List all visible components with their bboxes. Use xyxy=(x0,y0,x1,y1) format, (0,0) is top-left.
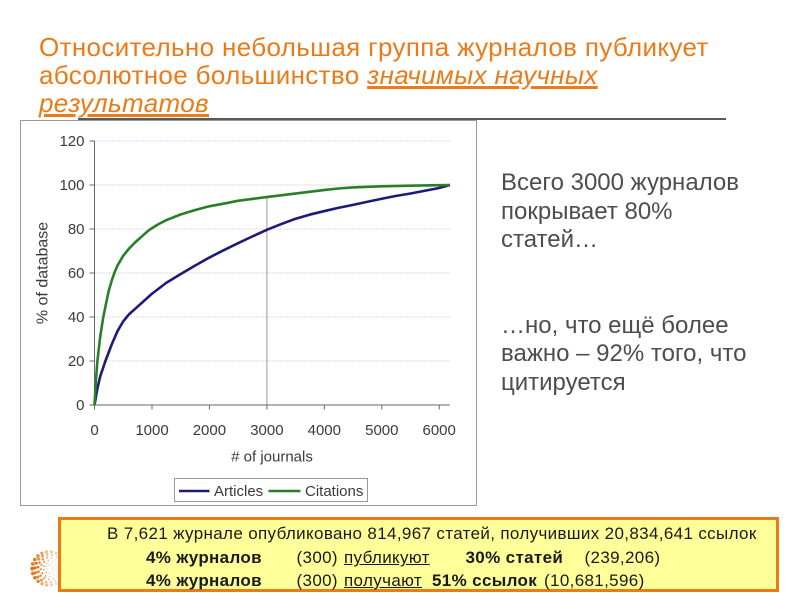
svg-text:120: 120 xyxy=(59,133,84,150)
svg-text:80: 80 xyxy=(67,221,84,238)
svg-text:0: 0 xyxy=(76,397,84,414)
svg-text:3000: 3000 xyxy=(250,422,283,439)
svg-text:1000: 1000 xyxy=(135,422,168,439)
svg-text:Articles: Articles xyxy=(214,483,263,500)
svg-text:20: 20 xyxy=(67,353,84,370)
svg-text:40: 40 xyxy=(67,309,84,326)
svg-text:2000: 2000 xyxy=(192,422,225,439)
svg-text:% of database: % of database xyxy=(34,221,51,323)
svg-text:# of journals: # of journals xyxy=(231,448,313,465)
svg-text:Citations: Citations xyxy=(305,483,363,500)
svg-text:4000: 4000 xyxy=(307,422,340,439)
svg-text:5000: 5000 xyxy=(365,422,398,439)
svg-text:100: 100 xyxy=(59,177,84,194)
svg-text:6000: 6000 xyxy=(422,422,455,439)
svg-text:60: 60 xyxy=(67,265,84,282)
svg-text:0: 0 xyxy=(90,422,98,439)
